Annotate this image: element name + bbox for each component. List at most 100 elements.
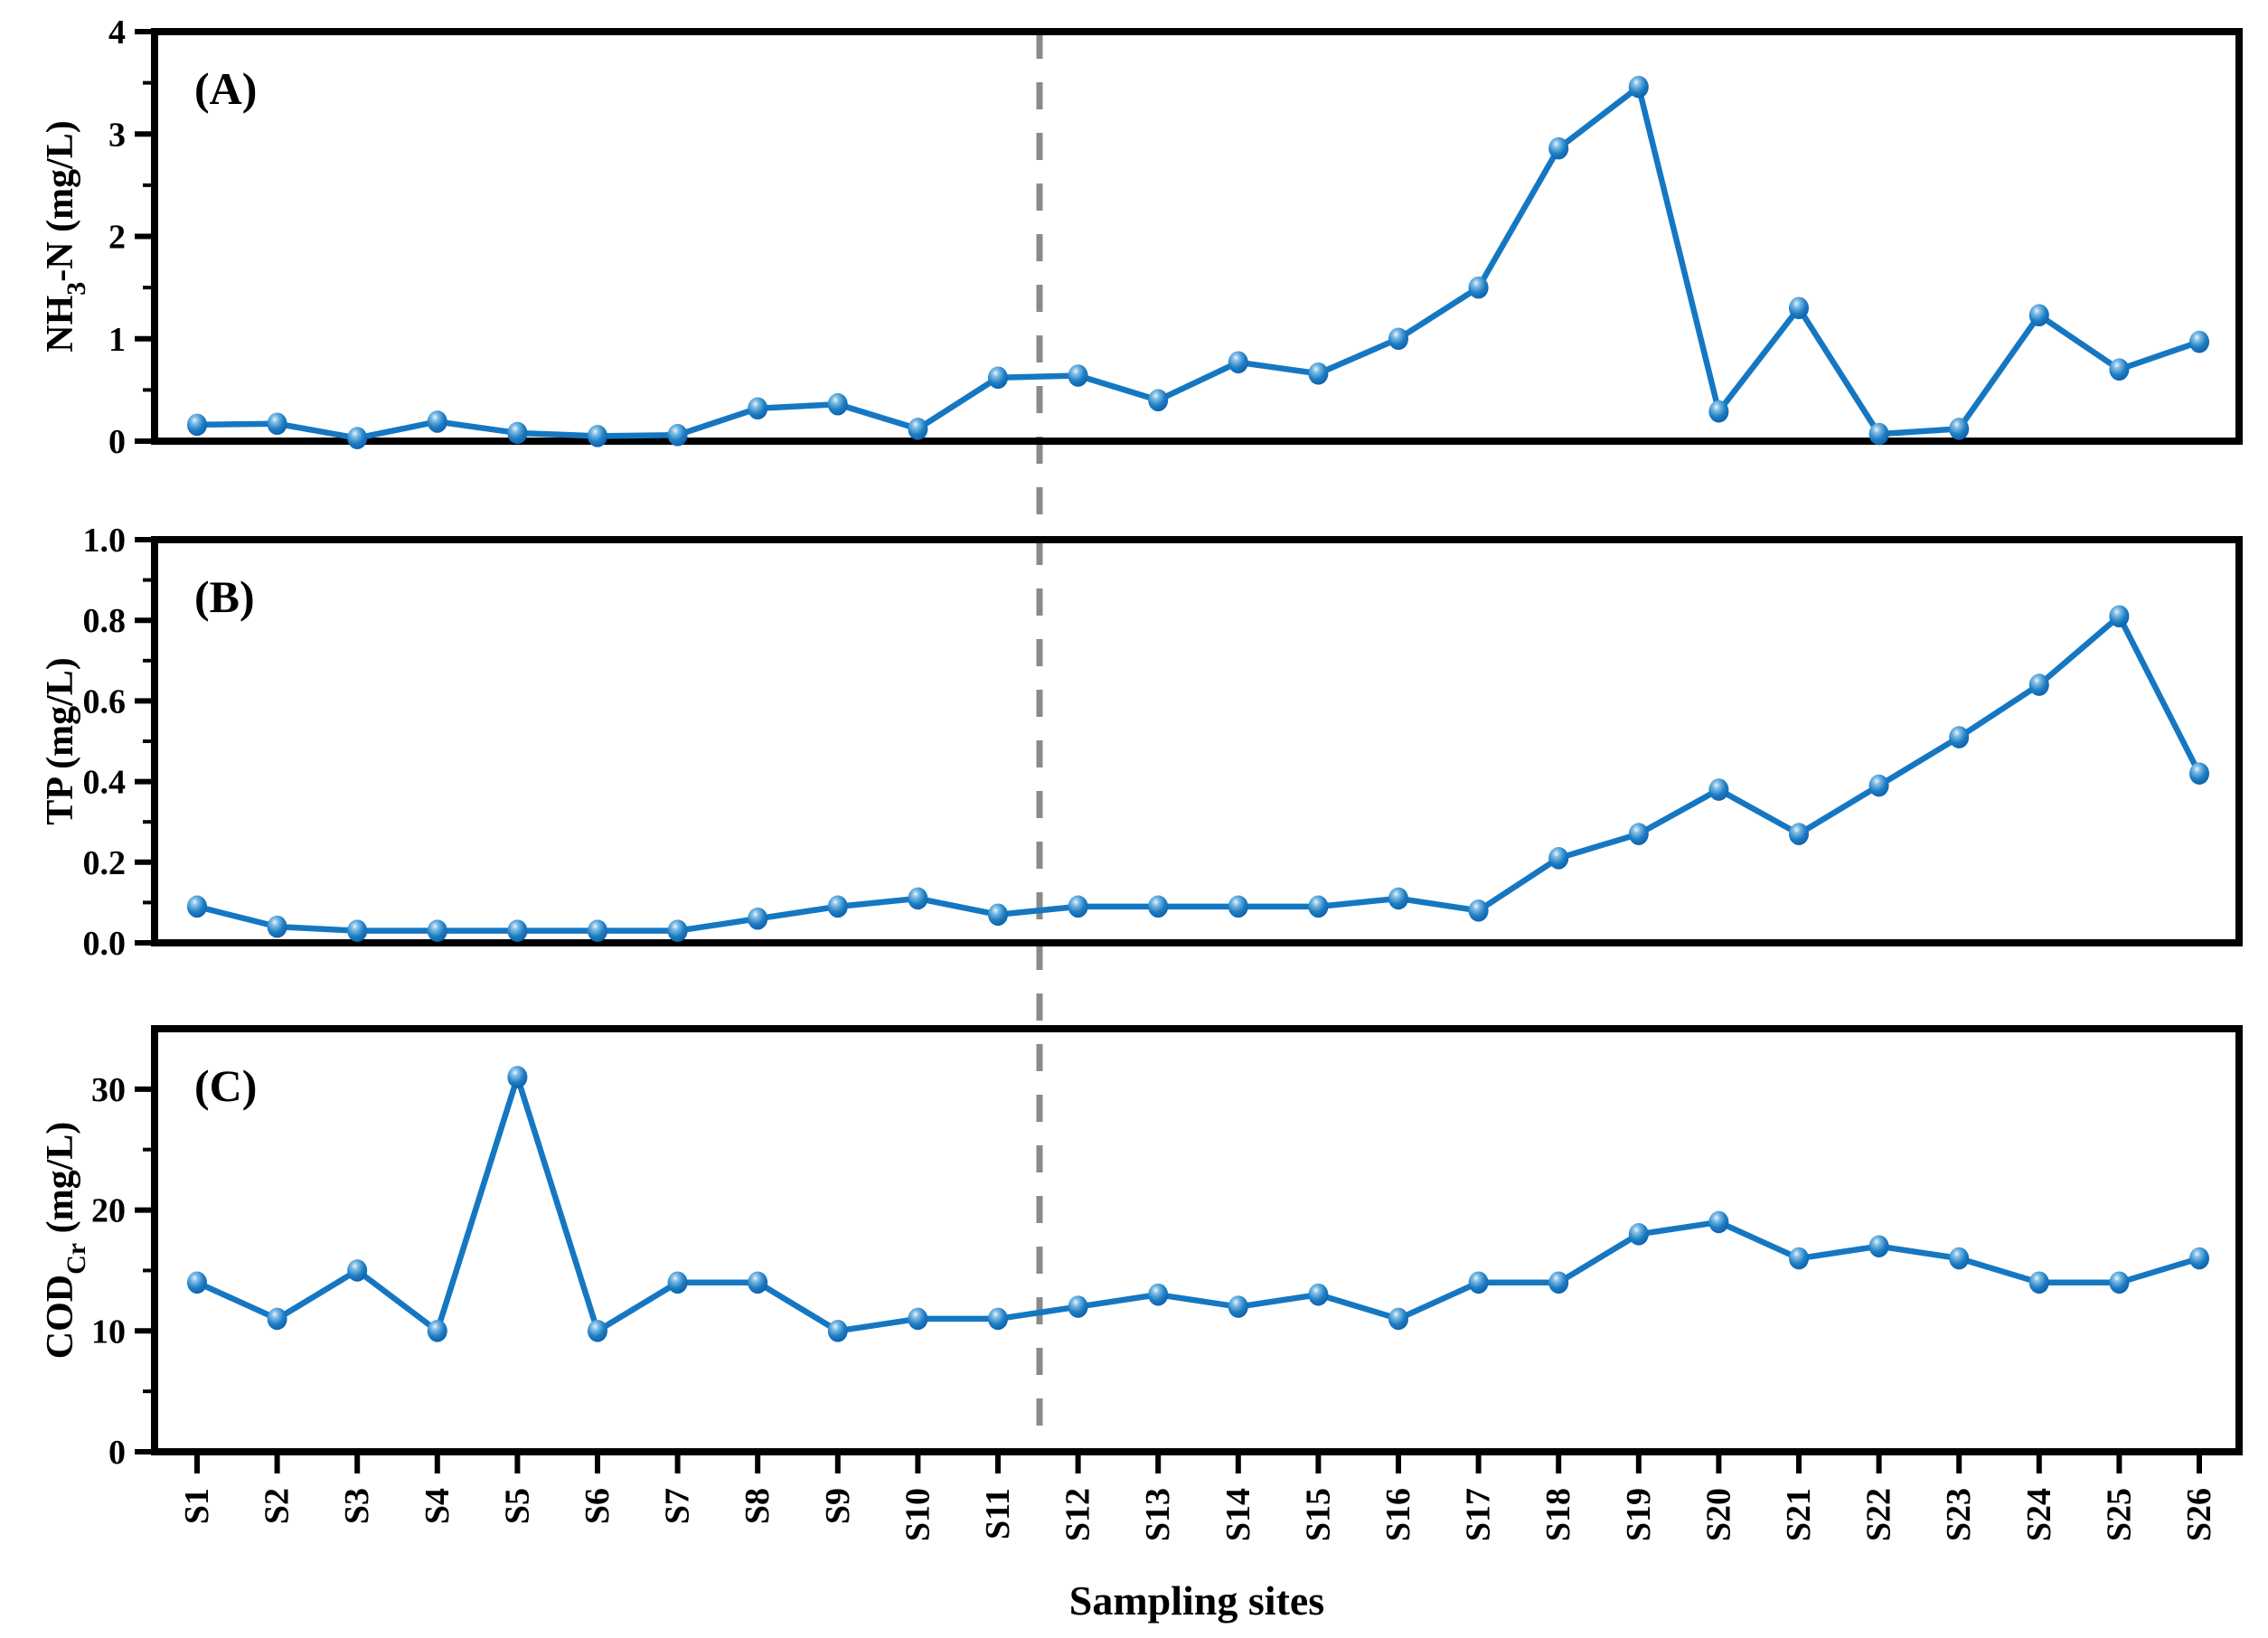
- y-tick-label: 2: [108, 219, 126, 257]
- data-point: [1068, 1295, 1088, 1318]
- data-point: [2028, 1271, 2049, 1294]
- data-point: [988, 903, 1008, 927]
- data-point: [1789, 1247, 1809, 1270]
- y-axis-title-text: NH: [40, 296, 81, 353]
- x-tick-label: S1: [178, 1488, 216, 1524]
- x-tick-label: S22: [1860, 1488, 1898, 1541]
- data-point: [748, 907, 768, 930]
- y-tick-label: 0.4: [83, 764, 127, 802]
- panel-c: 0 10 20 30 S1 S2 S3 S4 S5 S6 S7 S8 S9 S10 S11 S12 S13 S14…: [40, 1025, 2243, 1541]
- data-line-c: [193, 1074, 2203, 1334]
- data-point: [827, 895, 848, 918]
- panel-frame: [151, 28, 2243, 445]
- y-axis-title-subscript: 3: [61, 282, 91, 296]
- y-axis-title-b: TP (mg/L): [40, 657, 81, 825]
- data-point: [267, 1307, 287, 1331]
- data-point: [1949, 1247, 1970, 1270]
- data-point: [2189, 1247, 2209, 1270]
- x-tick-label: S9: [819, 1488, 857, 1524]
- data-point: [2189, 762, 2209, 785]
- data-point: [1388, 887, 1408, 910]
- data-point: [667, 423, 688, 447]
- x-tick-label: S2: [259, 1488, 296, 1524]
- panel-frame: [151, 1025, 2243, 1455]
- data-point: [2189, 330, 2209, 353]
- data-point: [1468, 1271, 1489, 1294]
- x-axis-title: Sampling sites: [1069, 1577, 1324, 1624]
- x-tick-label: S4: [419, 1488, 456, 1524]
- data-point: [1068, 364, 1088, 387]
- data-point: [1949, 726, 1970, 748]
- x-tick-label: S5: [498, 1488, 536, 1524]
- y-tick-label: 0.2: [83, 844, 127, 882]
- panel-label-c: (C): [194, 1060, 257, 1111]
- data-point: [1148, 389, 1169, 412]
- data-point: [1868, 422, 1889, 446]
- data-point: [427, 410, 447, 433]
- data-point: [1228, 1295, 1248, 1318]
- x-tick-label: S15: [1299, 1488, 1337, 1541]
- y-axis-title-text: (mg/L): [40, 1122, 81, 1243]
- y-axis-title-a: NH3-N (mg/L): [40, 120, 91, 352]
- data-point: [1148, 895, 1169, 918]
- y-tick-label: 1.0: [83, 522, 127, 560]
- data-point: [507, 919, 528, 942]
- panel-b: 0.0 0.2 0.4 0.6 0.8 1.0 (B) TP (mg/L): [40, 522, 2243, 963]
- data-point: [748, 397, 768, 420]
- data-point: [347, 427, 368, 449]
- data-point: [1308, 362, 1329, 385]
- data-point: [1388, 327, 1408, 351]
- data-point: [1868, 1235, 1889, 1257]
- y-axis-title-text: -N (mg/L): [40, 120, 81, 281]
- x-tick-label: S7: [659, 1488, 697, 1524]
- data-point: [427, 919, 447, 942]
- data-point: [1628, 75, 1649, 99]
- y-tick-label: 4: [108, 14, 126, 52]
- data-point: [1708, 1210, 1729, 1234]
- data-point: [1548, 1271, 1569, 1294]
- x-tick-label: S24: [2020, 1488, 2058, 1541]
- x-tick-label: S8: [739, 1488, 776, 1524]
- data-point: [1628, 1223, 1649, 1246]
- data-point: [588, 1319, 607, 1342]
- data-point: [667, 919, 688, 942]
- y-tick-label: 0.0: [83, 925, 127, 963]
- panel-frame: [151, 536, 2243, 946]
- data-point: [988, 366, 1008, 390]
- data-point: [267, 915, 287, 938]
- data-point: [1708, 400, 1729, 423]
- y-tick-label: 0.6: [83, 682, 127, 720]
- data-point: [507, 421, 528, 445]
- x-tick-label: S14: [1219, 1488, 1257, 1541]
- data-point: [267, 412, 287, 436]
- data-point: [667, 1271, 688, 1294]
- x-tick-label: S17: [1460, 1488, 1498, 1541]
- data-point: [908, 887, 928, 910]
- y-axis-title-text: COD: [40, 1275, 81, 1359]
- data-point: [187, 895, 207, 918]
- data-point: [1628, 823, 1649, 845]
- x-tick-label: S12: [1059, 1488, 1097, 1541]
- data-point: [748, 1271, 768, 1294]
- data-point: [1228, 351, 1248, 374]
- x-tick-label: S16: [1379, 1488, 1417, 1541]
- data-point: [988, 1307, 1008, 1331]
- x-tick-label: S20: [1699, 1488, 1737, 1541]
- y-axis-title-text: TP (mg/L): [40, 657, 81, 825]
- data-point: [187, 413, 207, 437]
- y-tick-label: 30: [91, 1071, 126, 1109]
- data-point: [427, 1319, 447, 1342]
- data-point: [1868, 774, 1889, 797]
- y-tick-label: 20: [91, 1192, 126, 1230]
- data-point: [2109, 358, 2130, 381]
- data-point: [1548, 136, 1569, 160]
- data-point: [2028, 304, 2049, 327]
- y-tick-label: 0.8: [83, 602, 127, 640]
- data-point: [588, 425, 607, 447]
- data-point: [908, 418, 928, 440]
- data-line-b: [193, 613, 2203, 934]
- data-point: [1308, 1283, 1329, 1306]
